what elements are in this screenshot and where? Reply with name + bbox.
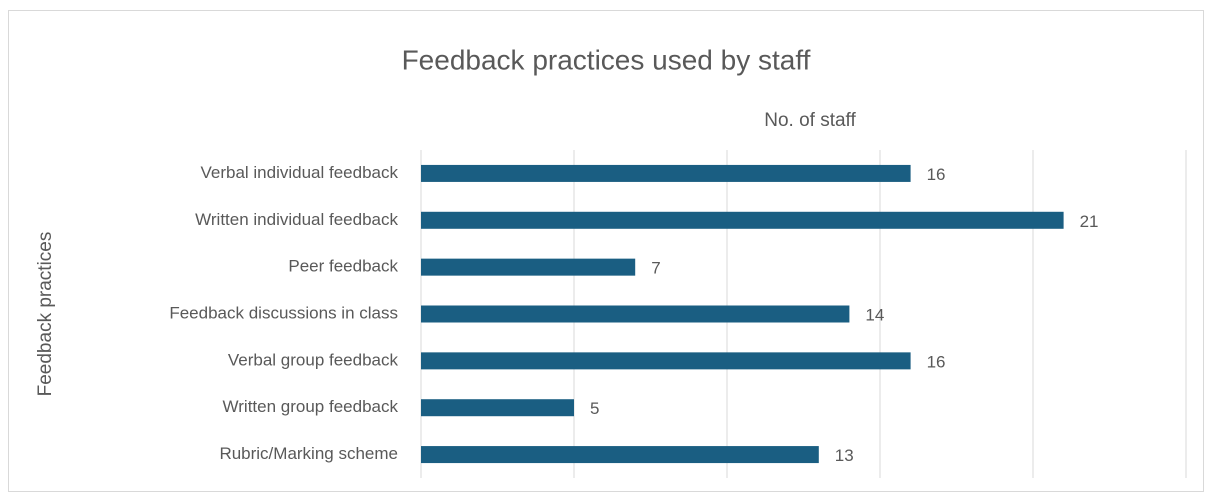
y-tick-label: Written individual feedback [195,210,398,229]
y-tick-label: Peer feedback [288,257,398,276]
chart-title: Feedback practices used by staff [402,44,811,75]
data-label: 21 [1080,212,1099,231]
y-tick-label: Rubric/Marking scheme [219,444,398,463]
bar [421,352,911,370]
bar [421,164,911,182]
y-tick-label: Feedback discussions in class [169,303,398,322]
bar [421,399,574,417]
data-label: 7 [651,259,660,278]
bar [421,305,850,323]
data-label: 5 [590,399,599,418]
bar [421,446,819,464]
data-label: 13 [835,446,854,465]
data-label: 16 [927,165,946,184]
bar [421,211,1064,229]
y-tick-label: Verbal individual feedback [200,163,398,182]
y-axis-title: Feedback practices [35,232,56,397]
data-label: 16 [927,352,946,371]
x-axis-title: No. of staff [764,110,856,131]
data-label: 14 [865,305,884,324]
bar [421,258,636,276]
chart-border [8,10,1204,492]
y-tick-label: Written group feedback [223,397,399,416]
y-tick-label: Verbal group feedback [228,350,399,369]
